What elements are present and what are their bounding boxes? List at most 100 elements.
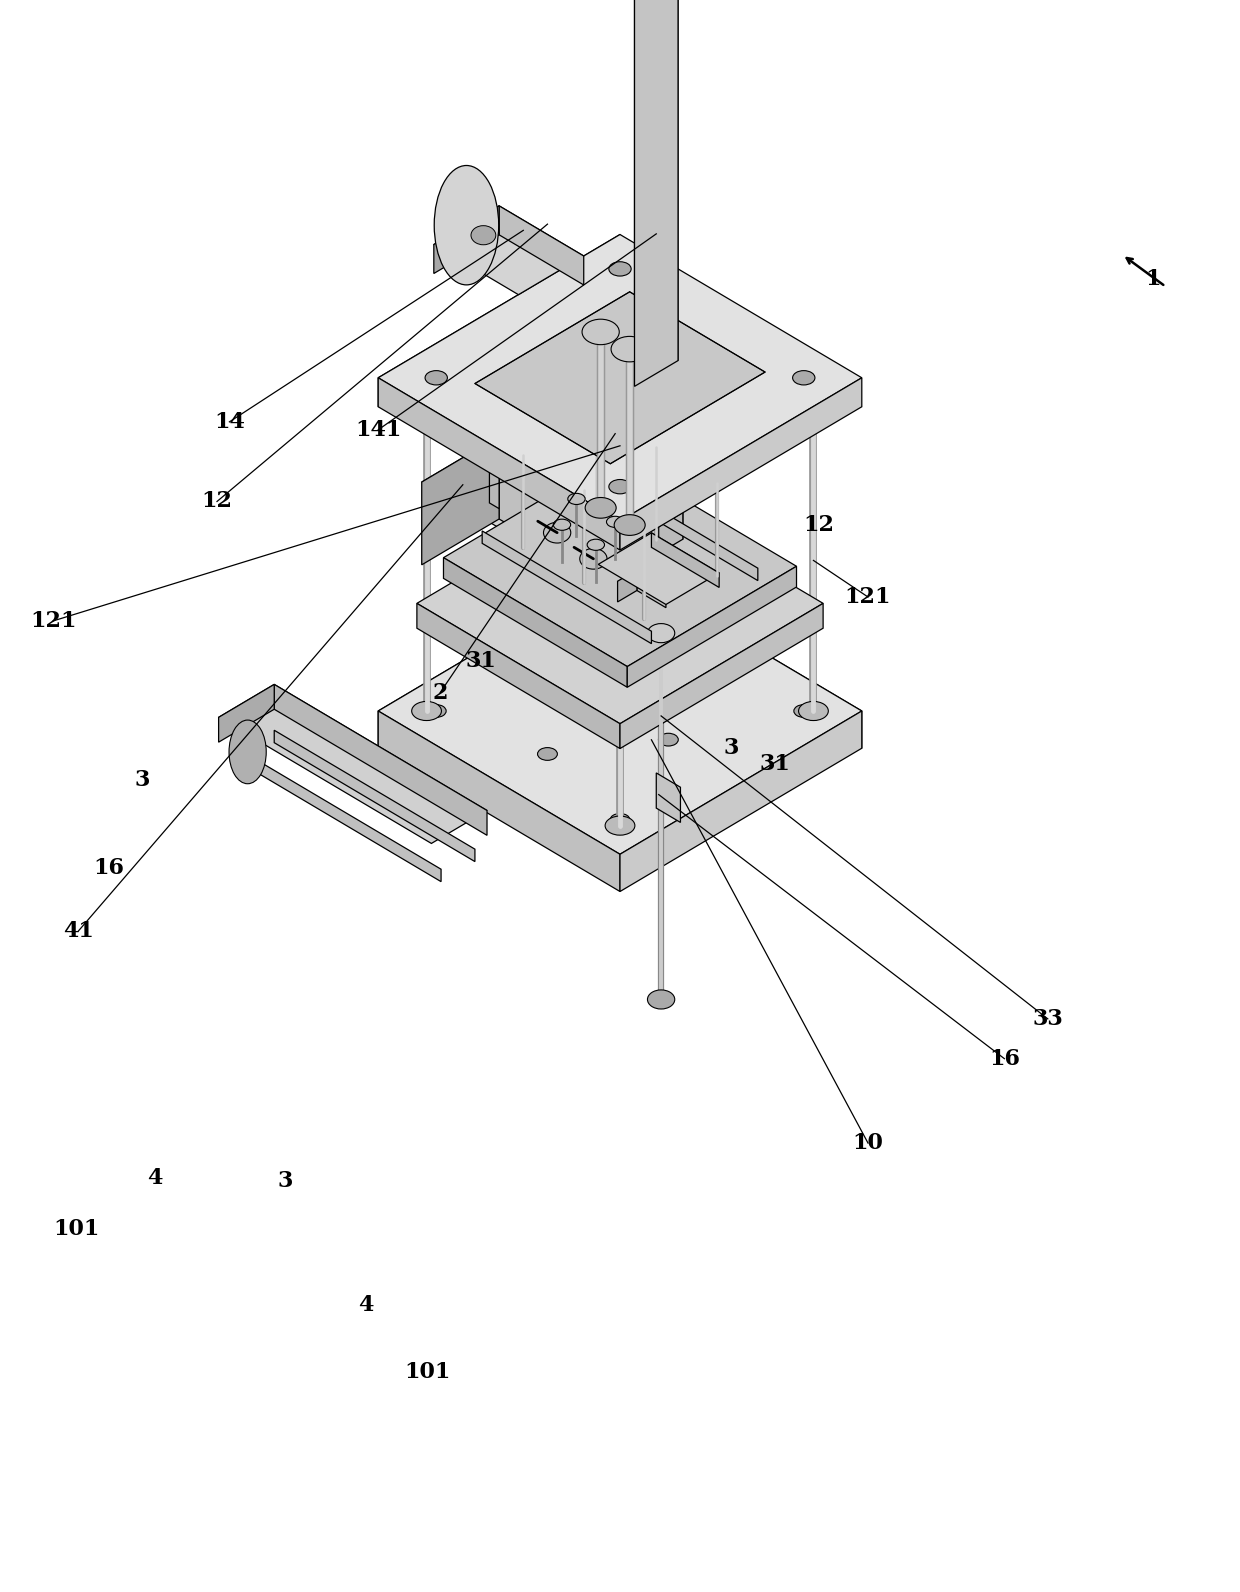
Text: 16: 16 <box>94 856 124 879</box>
Polygon shape <box>417 482 823 724</box>
Ellipse shape <box>614 514 645 535</box>
Polygon shape <box>589 468 758 581</box>
Text: 10: 10 <box>853 1132 883 1154</box>
Text: 4: 4 <box>148 1167 162 1189</box>
Polygon shape <box>218 685 274 742</box>
Text: 31: 31 <box>760 753 790 775</box>
Polygon shape <box>651 533 719 587</box>
Polygon shape <box>378 234 620 406</box>
Text: 33: 33 <box>1033 1008 1063 1030</box>
Polygon shape <box>598 533 719 605</box>
Text: 101: 101 <box>404 1361 451 1383</box>
Polygon shape <box>422 436 582 530</box>
Ellipse shape <box>792 371 815 385</box>
Text: 3: 3 <box>135 769 150 791</box>
Polygon shape <box>498 205 584 285</box>
Polygon shape <box>627 567 796 688</box>
Text: 41: 41 <box>63 920 93 942</box>
Ellipse shape <box>609 479 631 494</box>
Ellipse shape <box>647 624 675 643</box>
Ellipse shape <box>658 734 678 747</box>
Text: 121: 121 <box>30 610 77 632</box>
Polygon shape <box>378 712 620 892</box>
Polygon shape <box>444 457 796 667</box>
Polygon shape <box>482 532 651 643</box>
Polygon shape <box>620 603 823 748</box>
Text: 101: 101 <box>53 1218 100 1240</box>
Text: 16: 16 <box>990 1048 1021 1070</box>
Polygon shape <box>434 205 584 295</box>
Text: 121: 121 <box>844 586 892 608</box>
Text: 3: 3 <box>278 1170 293 1192</box>
Polygon shape <box>618 570 637 602</box>
Polygon shape <box>417 603 620 748</box>
Ellipse shape <box>412 702 441 721</box>
Ellipse shape <box>587 540 604 551</box>
Polygon shape <box>637 570 666 608</box>
Polygon shape <box>444 557 627 688</box>
Ellipse shape <box>562 677 582 689</box>
Polygon shape <box>635 0 678 387</box>
Polygon shape <box>490 471 498 509</box>
Polygon shape <box>656 379 694 430</box>
Text: 1: 1 <box>1146 267 1161 290</box>
Ellipse shape <box>553 519 570 530</box>
Polygon shape <box>274 685 487 836</box>
Polygon shape <box>218 685 487 844</box>
Ellipse shape <box>610 814 630 826</box>
Polygon shape <box>608 446 676 500</box>
Polygon shape <box>635 0 678 360</box>
Text: 141: 141 <box>355 419 402 441</box>
Text: 12: 12 <box>201 490 233 513</box>
Polygon shape <box>475 291 765 463</box>
Ellipse shape <box>611 336 649 361</box>
Ellipse shape <box>610 595 630 608</box>
Ellipse shape <box>412 396 441 416</box>
Ellipse shape <box>568 494 585 505</box>
Polygon shape <box>656 772 681 823</box>
Ellipse shape <box>585 498 616 519</box>
Polygon shape <box>645 489 683 540</box>
Polygon shape <box>671 403 694 444</box>
Polygon shape <box>658 513 683 554</box>
Text: 2: 2 <box>433 681 448 704</box>
Ellipse shape <box>606 516 624 527</box>
Polygon shape <box>498 436 582 568</box>
Text: 31: 31 <box>466 650 496 672</box>
Ellipse shape <box>229 720 267 783</box>
Polygon shape <box>620 712 862 892</box>
Polygon shape <box>241 750 441 882</box>
Polygon shape <box>608 438 637 476</box>
Polygon shape <box>620 489 683 527</box>
Ellipse shape <box>799 702 828 721</box>
Ellipse shape <box>799 396 828 416</box>
Ellipse shape <box>580 548 608 568</box>
Ellipse shape <box>605 817 635 836</box>
Ellipse shape <box>471 226 496 245</box>
Ellipse shape <box>609 261 631 275</box>
Ellipse shape <box>543 522 570 543</box>
Polygon shape <box>632 379 694 417</box>
Ellipse shape <box>538 748 558 761</box>
Ellipse shape <box>582 318 619 345</box>
Polygon shape <box>554 446 676 517</box>
Ellipse shape <box>434 166 498 285</box>
Polygon shape <box>378 377 620 551</box>
Polygon shape <box>274 731 475 861</box>
Ellipse shape <box>682 662 702 675</box>
Text: 14: 14 <box>215 411 244 433</box>
Text: 4: 4 <box>358 1294 373 1317</box>
Ellipse shape <box>605 513 635 532</box>
Polygon shape <box>378 568 862 855</box>
Text: 12: 12 <box>804 514 835 537</box>
Ellipse shape <box>605 283 635 302</box>
Polygon shape <box>434 205 498 274</box>
Polygon shape <box>378 234 862 521</box>
Polygon shape <box>422 436 498 565</box>
Polygon shape <box>378 568 620 748</box>
Ellipse shape <box>427 705 446 718</box>
Ellipse shape <box>425 371 448 385</box>
Polygon shape <box>620 377 862 551</box>
Text: 3: 3 <box>724 737 739 759</box>
Ellipse shape <box>605 587 635 607</box>
